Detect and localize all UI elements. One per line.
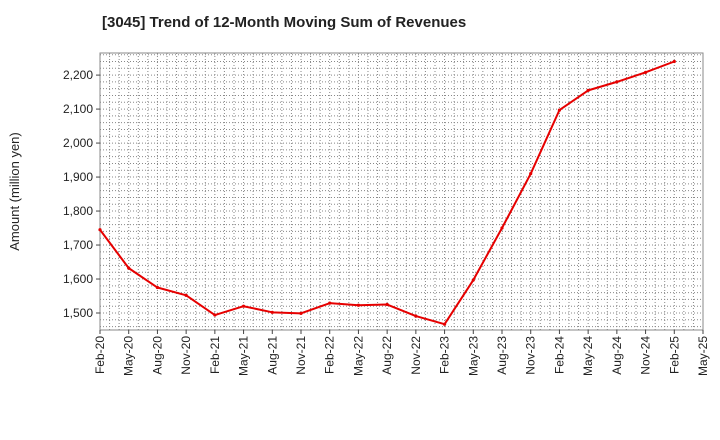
data-point (529, 172, 533, 176)
x-tick-label: Feb-23 (438, 336, 452, 374)
data-point (299, 311, 303, 315)
y-tick-label: 2,200 (63, 68, 93, 82)
y-tick-label: 1,900 (63, 170, 93, 184)
series-layer (98, 59, 676, 326)
y-tick-label: 2,000 (63, 136, 93, 150)
data-point (471, 278, 475, 282)
x-tick-label: Aug-22 (380, 336, 394, 375)
y-tick-label: 1,500 (63, 306, 93, 320)
data-point (500, 226, 504, 230)
x-tick-label: May-24 (581, 336, 595, 376)
x-tick-label: Nov-21 (294, 336, 308, 375)
x-tick-label: May-23 (466, 336, 480, 376)
data-point (643, 70, 648, 74)
data-point (586, 88, 590, 92)
data-point (385, 302, 389, 307)
data-point (213, 313, 217, 317)
x-tick-label: May-25 (696, 336, 710, 376)
data-point (270, 310, 274, 314)
y-tick-label: 2,100 (63, 102, 93, 116)
data-point (127, 266, 131, 270)
x-tick-label: Nov-23 (524, 336, 538, 375)
x-tick-label: Aug-24 (610, 336, 624, 375)
chart-title: [3045] Trend of 12-Month Moving Sum of R… (102, 14, 467, 31)
y-axis-ticks: 1,500 1,600 1,700 1,800 1,900 2,000 2,100 2,200 (63, 68, 100, 320)
x-tick-label: May-22 (351, 336, 365, 376)
x-tick-label: Nov-20 (179, 336, 193, 375)
data-point (615, 80, 619, 84)
x-tick-label: May-20 (122, 336, 136, 376)
x-tick-label: Aug-20 (150, 336, 164, 375)
x-tick-label: Aug-21 (265, 336, 279, 375)
x-tick-label: Feb-22 (323, 336, 337, 374)
data-point (414, 314, 418, 318)
x-tick-label: Nov-24 (639, 336, 653, 375)
data-point (328, 301, 332, 305)
y-tick-label: 1,800 (63, 204, 93, 218)
x-tick-label: May-21 (237, 336, 251, 376)
y-tick-label: 1,700 (63, 238, 93, 252)
data-point (356, 303, 361, 307)
y-axis-title: Amount (million yen) (7, 132, 22, 251)
data-point (98, 228, 102, 232)
data-point (442, 322, 447, 326)
x-tick-label: Feb-24 (552, 336, 566, 374)
x-axis-ticks: Feb-20 May-20 Aug-20 Nov-20 Feb-21 May-21 Aug-… (93, 330, 710, 376)
plot-area-border (99, 52, 704, 331)
x-tick-label: Feb-21 (208, 336, 222, 374)
grid (100, 53, 703, 330)
data-point (184, 293, 188, 297)
y-tick-label: 1,600 (63, 272, 93, 286)
x-tick-label: Feb-20 (93, 336, 107, 374)
x-tick-label: Aug-23 (495, 336, 509, 375)
data-point (557, 108, 562, 112)
data-point (672, 59, 676, 64)
data-point (155, 285, 160, 290)
x-tick-label: Feb-25 (667, 336, 681, 374)
x-tick-label: Nov-22 (409, 336, 423, 375)
data-point (241, 304, 246, 308)
